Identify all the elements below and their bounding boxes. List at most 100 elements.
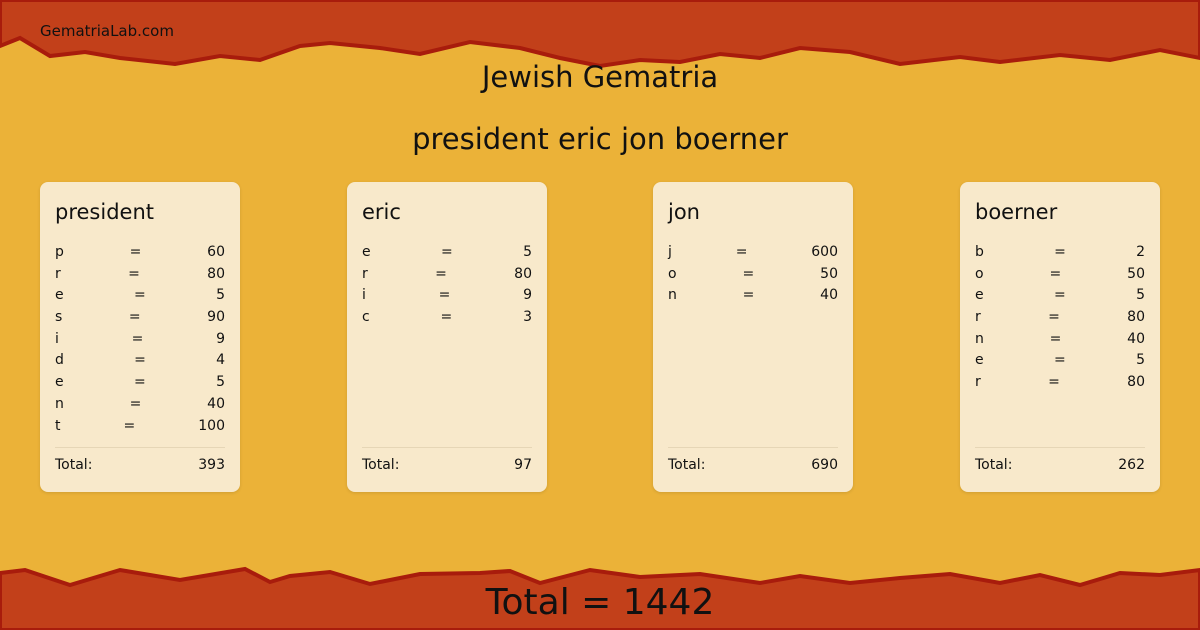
letter: t — [55, 417, 61, 434]
site-logo[interactable]: GematriaLab.com — [40, 22, 174, 40]
word-total-row: Total: 690 — [668, 447, 838, 473]
letter-value: 50 — [820, 265, 838, 282]
letter: e — [975, 352, 984, 369]
word-title: jon — [668, 200, 700, 224]
equals-sign: = — [742, 287, 755, 304]
word-total-row: Total: 97 — [362, 447, 532, 473]
letter-value: 5 — [523, 244, 532, 260]
equals-sign: = — [435, 265, 447, 282]
word-total: 262 — [1118, 457, 1145, 473]
grand-total: Total = 1442 — [485, 582, 715, 623]
letter-row: o = 50 — [975, 264, 1145, 286]
letter-row: i = 9 — [362, 285, 532, 307]
letter-row: r = 80 — [362, 264, 532, 286]
letter-value: 90 — [207, 309, 225, 326]
word-total-row: Total: 393 — [55, 447, 225, 473]
equals-sign: = — [440, 309, 453, 326]
letter-row: e = 5 — [975, 350, 1145, 372]
equals-sign: = — [133, 287, 146, 304]
letter-row: c = 3 — [362, 307, 532, 329]
letter: o — [668, 265, 677, 282]
letter-value: 5 — [216, 374, 225, 391]
letter-value: 2 — [1136, 244, 1145, 260]
letter: r — [362, 265, 368, 282]
letter-row: e = 5 — [55, 372, 225, 394]
word-total: 690 — [811, 457, 838, 473]
letter-value: 3 — [523, 309, 532, 326]
letter: r — [975, 374, 981, 391]
letter-value: 5 — [1136, 352, 1145, 369]
equals-sign: = — [1048, 374, 1060, 391]
equals-sign: = — [1054, 244, 1066, 260]
letter-value: 40 — [1127, 330, 1145, 347]
letter-row: b = 2 — [975, 242, 1145, 264]
letter-row: r = 80 — [55, 264, 225, 286]
word-total-row: Total: 262 — [975, 447, 1145, 473]
letter: j — [668, 244, 672, 260]
letter-row: o = 50 — [668, 264, 838, 286]
equals-sign: = — [133, 374, 146, 391]
total-label: Total: — [55, 457, 93, 473]
letter: o — [975, 265, 984, 282]
letter: i — [362, 287, 366, 304]
letter: n — [55, 395, 64, 412]
word-total: 393 — [198, 457, 225, 473]
letter-row: r = 80 — [975, 307, 1145, 329]
letter: e — [975, 287, 984, 304]
equals-sign: = — [128, 265, 140, 282]
letter-value: 9 — [216, 330, 225, 347]
word-card: eric e = 5 r = 80 i = 9 c = 3 Total: 97 — [347, 182, 547, 492]
word-card: president p = 60 r = 80 e = 5 s = 90 i = 9 d = 4 e = 5 n = 40 t = 1… — [40, 182, 240, 492]
letter-row: t = 100 — [55, 416, 225, 438]
equals-sign: = — [1053, 352, 1066, 369]
page-title: Jewish Gematria — [481, 60, 719, 94]
letter: i — [55, 330, 59, 347]
total-label: Total: — [362, 457, 400, 473]
letter-row: r = 80 — [975, 372, 1145, 394]
letter-value: 50 — [1127, 265, 1145, 282]
letter-value: 4 — [216, 352, 225, 369]
word-title: president — [55, 200, 154, 224]
letter: n — [975, 330, 984, 347]
equals-sign: = — [129, 244, 142, 260]
letter-row: d = 4 — [55, 350, 225, 372]
word-card: boerner b = 2 o = 50 e = 5 r = 80 n = 40 e = 5 r = 80 Total: 26… — [960, 182, 1160, 492]
letter-row: e = 5 — [55, 285, 225, 307]
letter: n — [668, 287, 677, 304]
letter-row: e = 5 — [362, 242, 532, 264]
letter-row: n = 40 — [975, 329, 1145, 351]
equals-sign: = — [1049, 265, 1062, 282]
letter-value: 80 — [207, 265, 225, 282]
letter-value: 80 — [1127, 309, 1145, 326]
letter-value: 40 — [207, 395, 225, 412]
letter: e — [362, 244, 371, 260]
letter: b — [975, 244, 984, 260]
word-title: boerner — [975, 200, 1058, 224]
letter: p — [55, 244, 64, 260]
word-total: 97 — [514, 457, 532, 473]
equals-sign: = — [735, 244, 748, 260]
equals-sign: = — [129, 395, 142, 412]
letter-row: j = 600 — [668, 242, 838, 264]
letter-row: i = 9 — [55, 329, 225, 351]
equals-sign: = — [438, 287, 451, 304]
word-card: jon j = 600 o = 50 n = 40 Total: 690 — [653, 182, 853, 492]
total-label: Total: — [975, 457, 1013, 473]
equals-sign: = — [134, 352, 146, 369]
word-title: eric — [362, 200, 401, 224]
letter-row: n = 40 — [668, 285, 838, 307]
equals-sign: = — [1048, 309, 1060, 326]
letter-value: 9 — [523, 287, 532, 304]
letter-value: 80 — [1127, 374, 1145, 391]
letter-value: 60 — [207, 244, 225, 260]
equals-sign: = — [1049, 330, 1062, 347]
equals-sign: = — [440, 244, 453, 260]
letter-value: 40 — [820, 287, 838, 304]
letter: e — [55, 287, 64, 304]
equals-sign: = — [128, 309, 141, 326]
letter: r — [975, 309, 981, 326]
letter-row: p = 60 — [55, 242, 225, 264]
equals-sign: = — [742, 265, 755, 282]
equals-sign: = — [1053, 287, 1066, 304]
